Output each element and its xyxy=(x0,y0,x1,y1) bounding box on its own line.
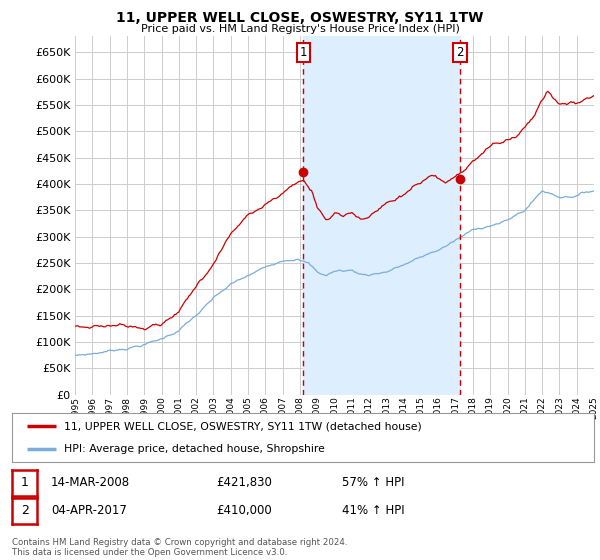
Text: 1: 1 xyxy=(299,46,307,59)
Text: 14-MAR-2008: 14-MAR-2008 xyxy=(51,476,130,489)
Text: 11, UPPER WELL CLOSE, OSWESTRY, SY11 1TW: 11, UPPER WELL CLOSE, OSWESTRY, SY11 1TW xyxy=(116,11,484,25)
Text: 11, UPPER WELL CLOSE, OSWESTRY, SY11 1TW (detached house): 11, UPPER WELL CLOSE, OSWESTRY, SY11 1TW… xyxy=(64,421,422,431)
Text: £410,000: £410,000 xyxy=(216,504,272,517)
Text: Contains HM Land Registry data © Crown copyright and database right 2024.
This d: Contains HM Land Registry data © Crown c… xyxy=(12,538,347,557)
Text: 04-APR-2017: 04-APR-2017 xyxy=(51,504,127,517)
Text: 41% ↑ HPI: 41% ↑ HPI xyxy=(342,504,404,517)
Text: 2: 2 xyxy=(456,46,464,59)
Text: £421,830: £421,830 xyxy=(216,476,272,489)
Text: 57% ↑ HPI: 57% ↑ HPI xyxy=(342,476,404,489)
Text: 2: 2 xyxy=(20,504,29,517)
Text: HPI: Average price, detached house, Shropshire: HPI: Average price, detached house, Shro… xyxy=(64,444,325,454)
Text: Price paid vs. HM Land Registry's House Price Index (HPI): Price paid vs. HM Land Registry's House … xyxy=(140,24,460,34)
Text: 1: 1 xyxy=(20,476,29,489)
Bar xyxy=(304,36,460,395)
